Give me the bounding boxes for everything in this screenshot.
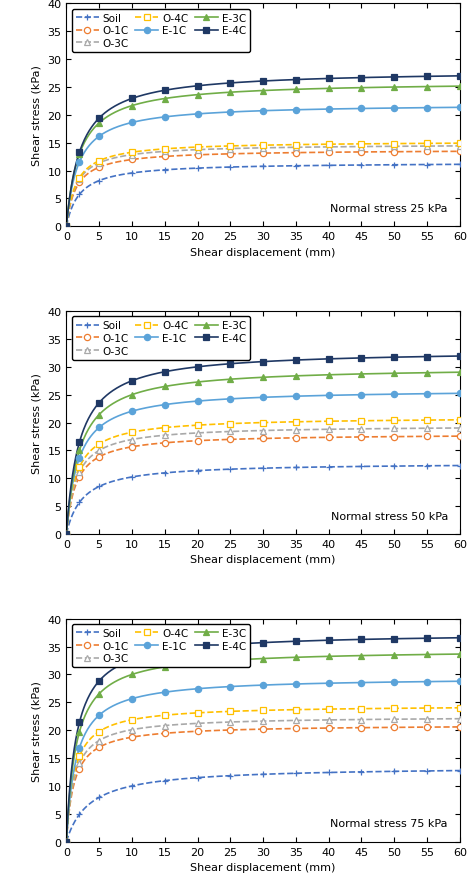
Legend: Soil, O-1C, O-3C, O-4C, E-1C, E-3C, E-4C: Soil, O-1C, O-3C, O-4C, E-1C, E-3C, E-4C: [72, 625, 250, 668]
X-axis label: Shear displacement (mm): Shear displacement (mm): [191, 247, 336, 258]
Y-axis label: Shear stress (kPa): Shear stress (kPa): [32, 373, 42, 473]
X-axis label: Shear displacement (mm): Shear displacement (mm): [191, 862, 336, 872]
Text: Normal stress 25 kPa: Normal stress 25 kPa: [330, 204, 448, 214]
Legend: Soil, O-1C, O-3C, O-4C, E-1C, E-3C, E-4C: Soil, O-1C, O-3C, O-4C, E-1C, E-3C, E-4C: [72, 317, 250, 361]
Legend: Soil, O-1C, O-3C, O-4C, E-1C, E-3C, E-4C: Soil, O-1C, O-3C, O-4C, E-1C, E-3C, E-4C: [72, 10, 250, 53]
Y-axis label: Shear stress (kPa): Shear stress (kPa): [32, 66, 42, 167]
Text: Normal stress 50 kPa: Normal stress 50 kPa: [330, 511, 448, 521]
Text: Normal stress 75 kPa: Normal stress 75 kPa: [330, 819, 448, 828]
Y-axis label: Shear stress (kPa): Shear stress (kPa): [32, 680, 42, 781]
X-axis label: Shear displacement (mm): Shear displacement (mm): [191, 555, 336, 564]
